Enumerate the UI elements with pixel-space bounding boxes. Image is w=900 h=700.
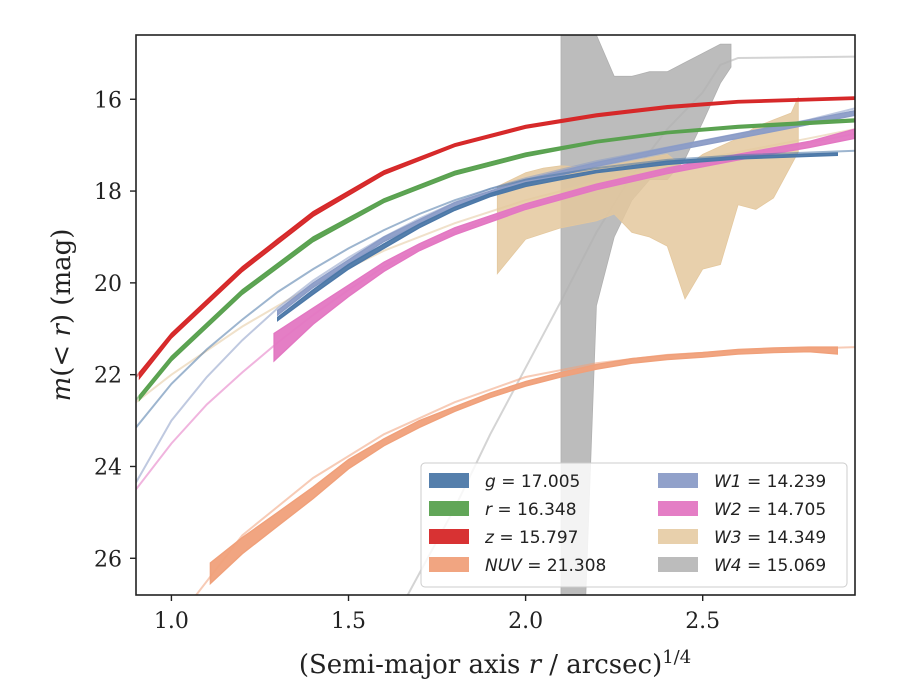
legend-label-w3: W3 = 14.349 — [714, 528, 826, 548]
series-w2-band — [273, 128, 855, 363]
series-nuv-band — [209, 346, 838, 586]
series-z-band — [138, 96, 855, 381]
legend-swatch-w3 — [658, 529, 698, 544]
x-tick-label: 1.0 — [154, 609, 189, 634]
legend-swatch-g — [429, 473, 469, 488]
y-tick-label: 20 — [94, 272, 122, 297]
legend-swatch-r — [429, 501, 469, 516]
legend-label-w1: W1 = 14.239 — [714, 472, 826, 492]
series-g-band — [277, 152, 838, 322]
legend-label-w2: W2 = 14.705 — [714, 500, 826, 520]
y-tick-label: 16 — [94, 88, 122, 113]
legend: g = 17.005 r = 16.348 z = 15.797 NUV = 21.3… — [420, 462, 848, 588]
y-axis-label: m(< r) (mag) — [47, 229, 77, 402]
legend-label-w4: W4 = 15.069 — [714, 556, 826, 576]
series-g-model-line — [136, 149, 855, 429]
y-tick-label: 22 — [94, 364, 122, 389]
y-tick-label: 24 — [94, 455, 122, 480]
x-axis-label: (Semi-major axis r / arcsec)1/4 — [299, 647, 691, 680]
legend-swatch-w2 — [658, 501, 698, 516]
legend-swatch-nuv — [429, 557, 469, 572]
legend-label-nuv: NUV = 21.308 — [485, 556, 606, 576]
series-w3-band — [496, 96, 799, 300]
legend-label-r: r = 16.348 — [485, 500, 577, 520]
legend-frame — [420, 462, 848, 588]
x-tick-label: 1.5 — [331, 609, 366, 634]
y-tick-label: 26 — [94, 547, 122, 572]
y-axis: 16 18 20 22 24 26 — [94, 88, 136, 572]
plot-frame — [135, 34, 856, 596]
x-tick-label: 2.0 — [508, 609, 543, 634]
legend-swatch-w1 — [658, 473, 698, 488]
y-tick-label: 18 — [94, 180, 122, 205]
legend-label-z: z = 15.797 — [484, 528, 578, 548]
legend-label-g: g = 17.005 — [485, 472, 580, 492]
legend-swatch-w4 — [658, 557, 698, 572]
x-tick-label: 2.5 — [685, 609, 720, 634]
x-axis: 1.0 1.5 2.0 2.5 — [154, 595, 720, 634]
plot-area — [136, 35, 855, 595]
series-r-band — [138, 118, 855, 402]
legend-swatch-z — [429, 529, 469, 544]
